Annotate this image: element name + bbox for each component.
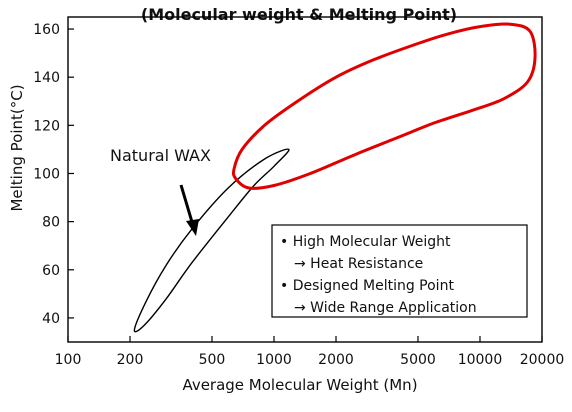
natural-wax-label: Natural WAX — [110, 146, 211, 165]
legend-line-3: • Designed Melting Point — [280, 278, 454, 294]
x-tick-label: 100 — [55, 352, 82, 368]
x-axis-title: Average Molecular Weight (Mn) — [182, 376, 417, 394]
y-tick-label: 160 — [33, 22, 60, 38]
x-tick-label: 1000 — [256, 352, 292, 368]
natural-wax-region — [133, 148, 290, 333]
plot-frame — [67, 16, 543, 343]
x-tick-label: 20000 — [520, 352, 565, 368]
chart-title: (Molecular weight & Melting Point) — [141, 5, 457, 24]
y-axis: 40 60 80 100 120 140 160 — [33, 22, 74, 327]
legend-box — [271, 224, 528, 318]
x-tick-label: 500 — [199, 352, 226, 368]
y-tick-label: 120 — [33, 118, 60, 134]
legend: • High Molecular Weight → Heat Resistanc… — [271, 224, 528, 318]
data-regions — [133, 22, 537, 333]
legend-line-1: • High Molecular Weight — [280, 234, 451, 250]
legend-line-2: → Heat Resistance — [294, 256, 423, 272]
legend-line-4: → Wide Range Application — [294, 300, 477, 316]
natural-wax-arrow-head — [186, 219, 199, 236]
designed-wax-region — [231, 22, 537, 190]
x-tick-label: 10000 — [458, 352, 503, 368]
natural-wax-arrow-shaft — [179, 184, 194, 223]
x-tick-label: 2000 — [318, 352, 354, 368]
x-tick-label: 5000 — [400, 352, 436, 368]
y-tick-label: 80 — [42, 215, 60, 231]
x-tick-label: 200 — [117, 352, 144, 368]
y-tick-label: 100 — [33, 166, 60, 182]
y-axis-title: Melting Point(°C) — [8, 84, 26, 211]
y-tick-label: 60 — [42, 263, 60, 279]
y-tick-label: 40 — [42, 311, 60, 327]
x-axis: 100 200 500 1000 2000 5000 10000 20000 — [55, 336, 565, 368]
y-tick-label: 140 — [33, 70, 60, 86]
